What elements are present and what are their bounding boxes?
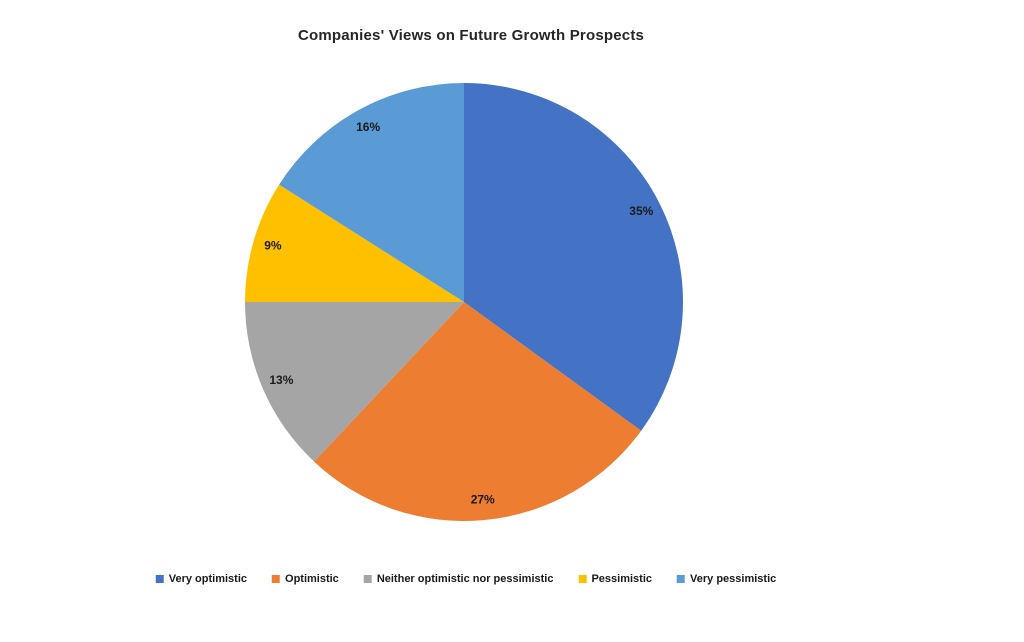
legend-item-3: Pessimistic [578,573,652,585]
chart-title: Companies' Views on Future Growth Prospe… [297,27,645,44]
data-label-2: 13% [269,373,293,387]
data-label-0: 35% [629,204,653,218]
pie-slice-3 [245,184,464,302]
data-label-1: 27% [471,492,495,506]
legend-item-2: Neither optimistic nor pessimistic [363,573,554,585]
legend-item-1: Optimistic [272,573,339,585]
legend-swatch-icon [578,575,587,583]
legend-swatch-icon [677,575,686,583]
legend-label: Very pessimistic [690,573,777,585]
legend-label: Very optimistic [168,573,248,585]
chart-legend: Very optimistic Optimistic Neither optimis… [155,573,776,585]
legend-label: Neither optimistic nor pessimistic [376,573,554,585]
legend-item-0: Very optimistic [155,573,248,585]
legend-swatch-icon [155,575,164,583]
legend-label: Pessimistic [591,573,653,585]
legend-swatch-icon [272,575,281,583]
legend-label: Optimistic [285,573,339,585]
pie-chart: 35% 27% 13% 9% 16% [245,83,683,521]
data-label-4: 16% [356,120,380,134]
pie-slice-0 [464,83,683,431]
legend-swatch-icon [363,575,372,583]
pie-slice-1 [314,302,642,521]
pie-slice-4 [279,83,464,302]
data-label-3: 9% [264,239,282,253]
legend-item-4: Very pessimistic [677,573,776,585]
pie-slice-2 [245,302,464,462]
